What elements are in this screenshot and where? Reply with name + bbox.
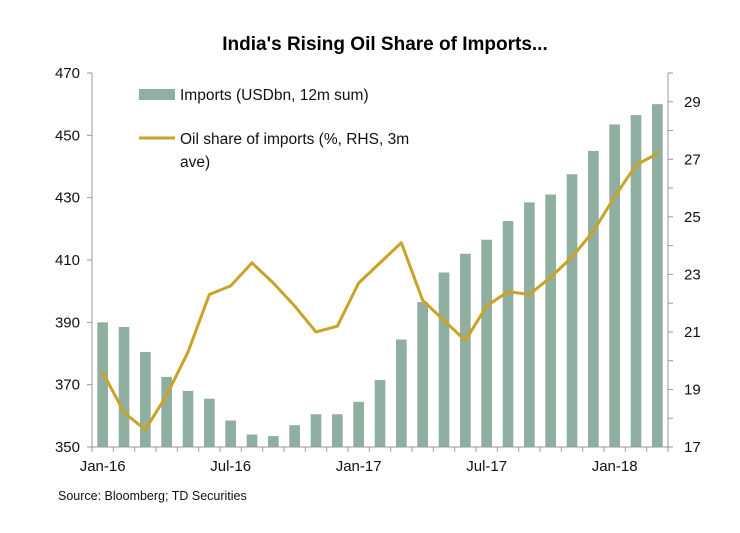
x-tick-label: Jul-16 xyxy=(210,458,251,475)
left-tick-label: 390 xyxy=(55,314,80,331)
left-axis-ticks: 350 370 390 410 430 450 470 xyxy=(55,65,92,456)
bar-feb-18 xyxy=(630,115,642,447)
legend: Imports (USDbn, 12m sum) Oil share of im… xyxy=(139,87,409,171)
chart-title: India's Rising Oil Share of Imports... xyxy=(222,34,547,55)
left-tick-label: 450 xyxy=(55,127,80,144)
bar-apr-17 xyxy=(417,302,428,447)
right-tick-label: 19 xyxy=(684,381,701,398)
bar-may-16 xyxy=(182,390,194,447)
x-tick-label: Jan-17 xyxy=(336,458,382,475)
line-series-oil-share xyxy=(101,152,659,432)
bar-jan-18 xyxy=(609,124,620,448)
right-tick-label: 29 xyxy=(684,94,701,111)
bar-mar-18 xyxy=(652,104,663,448)
bar-feb-17 xyxy=(374,379,386,447)
bar-mar-16 xyxy=(140,351,151,447)
x-tick-label: Jan-16 xyxy=(80,458,126,475)
bar-aug-16 xyxy=(246,434,258,447)
bar-sep-17 xyxy=(524,202,535,447)
bar-sep-16 xyxy=(268,436,279,447)
bar-feb-16 xyxy=(118,327,130,447)
source-note: Source: Bloomberg; TD Securities xyxy=(58,489,247,503)
bar-jun-17 xyxy=(460,253,471,447)
left-tick-label: 430 xyxy=(55,190,80,207)
bar-oct-16 xyxy=(289,425,300,447)
x-tick-label: Jul-17 xyxy=(466,458,507,475)
x-tick-label: Jan-18 xyxy=(592,458,638,475)
bar-nov-16 xyxy=(310,414,322,447)
bar-series-imports xyxy=(97,104,663,448)
left-tick-label: 350 xyxy=(55,439,80,456)
bar-oct-17 xyxy=(545,194,556,447)
bar-jan-17 xyxy=(353,401,364,447)
bar-mar-17 xyxy=(396,339,407,447)
right-tick-label: 21 xyxy=(684,324,701,341)
right-axis-ticks: 17 19 21 23 25 27 29 xyxy=(668,72,701,456)
bar-jun-16 xyxy=(204,398,215,447)
legend-label-oil-share-line1: Oil share of imports (%, RHS, 3m xyxy=(180,131,409,148)
left-tick-label: 370 xyxy=(55,377,80,394)
legend-label-imports: Imports (USDbn, 12m sum) xyxy=(180,87,369,104)
bar-may-17 xyxy=(438,272,450,447)
x-axis-ticks: Jan-16 Jul-16 Jan-17 Jul-17 Jan-18 xyxy=(80,447,669,475)
legend-swatch-imports xyxy=(139,89,175,100)
right-tick-label: 23 xyxy=(684,266,701,283)
bar-dec-17 xyxy=(588,150,599,448)
bar-jul-16 xyxy=(225,420,236,447)
left-tick-label: 410 xyxy=(55,252,80,269)
right-tick-label: 27 xyxy=(684,151,701,168)
right-tick-label: 25 xyxy=(684,209,701,226)
bar-aug-17 xyxy=(502,221,514,447)
bar-nov-17 xyxy=(566,174,578,448)
bar-jul-17 xyxy=(481,239,492,447)
bar-apr-16 xyxy=(161,376,172,448)
right-tick-label: 17 xyxy=(684,439,701,456)
bar-dec-16 xyxy=(332,414,343,447)
left-tick-label: 470 xyxy=(55,65,80,82)
legend-label-oil-share-line2: ave) xyxy=(180,154,210,171)
bar-jan-16 xyxy=(97,322,108,447)
